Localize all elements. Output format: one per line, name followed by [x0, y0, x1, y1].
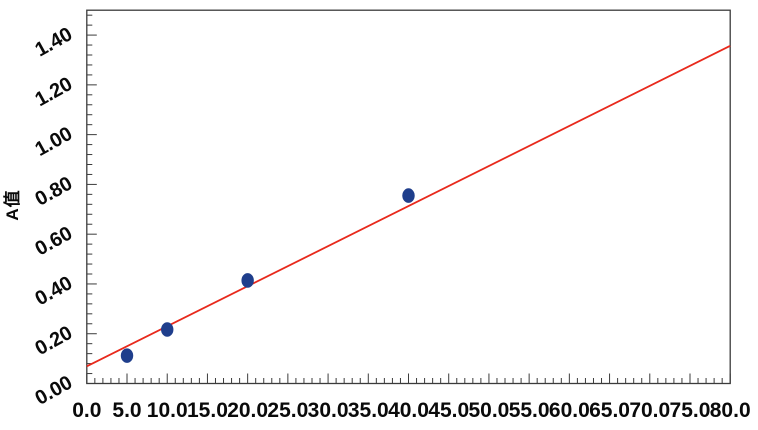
svg-text:1.20: 1.20 [32, 73, 77, 111]
svg-text:1.00: 1.00 [32, 123, 77, 161]
svg-text:75.0: 75.0 [670, 399, 711, 422]
svg-text:30.0: 30.0 [308, 399, 349, 422]
svg-text:20.0: 20.0 [227, 399, 268, 422]
svg-text:0.0: 0.0 [72, 399, 101, 422]
svg-text:60.0: 60.0 [549, 399, 590, 422]
svg-text:5.0: 5.0 [112, 399, 141, 422]
svg-text:0.00: 0.00 [32, 372, 77, 410]
svg-text:0.40: 0.40 [32, 272, 77, 310]
svg-text:0.80: 0.80 [32, 173, 77, 211]
svg-text:1.40: 1.40 [32, 23, 77, 61]
svg-text:0.20: 0.20 [32, 322, 77, 360]
svg-text:45.0: 45.0 [428, 399, 469, 422]
svg-text:0.60: 0.60 [32, 222, 77, 260]
svg-text:40.0: 40.0 [388, 399, 429, 422]
svg-text:70.0: 70.0 [629, 399, 670, 422]
svg-text:50.0: 50.0 [468, 399, 509, 422]
svg-text:80.0: 80.0 [710, 399, 751, 422]
svg-text:65.0: 65.0 [589, 399, 630, 422]
svg-text:10.0: 10.0 [147, 399, 188, 422]
svg-text:35.0: 35.0 [348, 399, 389, 422]
svg-text:25.0: 25.0 [267, 399, 308, 422]
svg-text:15.0: 15.0 [187, 399, 228, 422]
svg-text:55.0: 55.0 [509, 399, 550, 422]
